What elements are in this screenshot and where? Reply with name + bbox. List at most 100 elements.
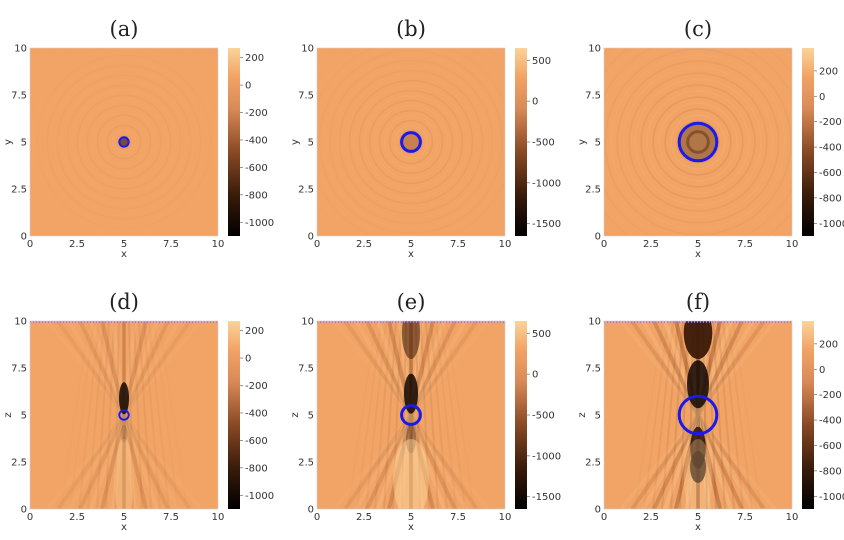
x-tick-label: 5 — [695, 512, 701, 523]
colorbar-tick-label: -1500 — [532, 219, 561, 230]
panel-c: (c) 0 2.5 5 7.5 10 x 0 2.5 5 7.5 10 y 200 0 -200 -400 -60… — [577, 17, 844, 260]
colorbar-tick-label: -1000 — [819, 219, 844, 230]
scatterer-interior — [119, 137, 129, 147]
panel-e: (e) 0 2.5 5 7.5 10 x 0 2.5 5 7.5 10 z 500 0 -500 -1000 -1… — [290, 290, 561, 533]
colorbar-tick-label: -200 — [819, 390, 842, 401]
colorbar-tick-label: 0 — [819, 365, 825, 376]
x-tick-label: 7.5 — [450, 239, 466, 250]
x-tick-label: 0 — [601, 239, 607, 250]
y-axis-label: z — [577, 412, 588, 417]
x-tick-label: 10 — [499, 239, 512, 250]
x-tick-label: 5 — [121, 512, 127, 523]
y-tick-label: 0 — [308, 232, 314, 243]
x-tick-label: 7.5 — [737, 512, 753, 523]
y-tick-label: 10 — [301, 44, 314, 55]
x-axis-label: x — [121, 522, 127, 533]
y-tick-label: 2.5 — [11, 458, 27, 469]
colorbar-tick-label: -200 — [245, 381, 268, 392]
colorbar-tick-label: -1000 — [245, 218, 274, 229]
colorbar — [515, 321, 527, 509]
scatterer-circle — [118, 409, 130, 421]
x-tick-label: 10 — [786, 512, 799, 523]
y-tick-label: 10 — [14, 317, 27, 328]
colorbar-tick-label: -1000 — [245, 491, 274, 502]
panel-d: (d) 0 2.5 5 7.5 10 x 0 2.5 5 7.5 10 z 200 0 -200 -400 -60… — [3, 290, 274, 533]
y-tick-label: 7.5 — [585, 91, 601, 102]
x-axis-label: x — [408, 249, 414, 260]
colorbar-tick-label: 200 — [819, 66, 838, 77]
colorbar-tick-label: -600 — [245, 163, 268, 174]
y-tick-label: 7.5 — [585, 364, 601, 375]
panel-title: (b) — [396, 17, 426, 41]
y-tick-label: 10 — [14, 44, 27, 55]
y-tick-label: 2.5 — [298, 458, 314, 469]
colorbar-tick-label: -800 — [819, 193, 842, 204]
x-tick-label: 10 — [212, 512, 225, 523]
colorbar-tick-label: -400 — [245, 135, 268, 146]
y-tick-label: 0 — [595, 505, 601, 516]
colorbar — [515, 48, 527, 236]
y-tick-label: 5 — [21, 411, 27, 422]
colorbar-tick-label: -400 — [819, 416, 842, 427]
scatterer-circle — [677, 121, 719, 163]
colorbar-tick-label: -1000 — [819, 492, 844, 503]
y-tick-label: 7.5 — [298, 364, 314, 375]
colorbar-tick-label: -800 — [245, 463, 268, 474]
y-tick-label: 2.5 — [585, 458, 601, 469]
x-tick-label: 0 — [27, 512, 33, 523]
x-axis-label: x — [695, 249, 701, 260]
colorbar-tick-label: -600 — [245, 436, 268, 447]
panel-a: (a) 0 2.5 5 7.5 10 x 0 2.5 5 7.5 10 y 200 0 -200 -400 -60… — [3, 17, 274, 260]
y-tick-label: 5 — [21, 138, 27, 149]
panel-title: (d) — [109, 290, 139, 314]
y-tick-label: 5 — [308, 411, 314, 422]
colorbar-tick-label: -500 — [532, 411, 555, 422]
y-axis-label: y — [577, 139, 588, 145]
x-tick-label: 5 — [695, 239, 701, 250]
colorbar-tick-label: -800 — [245, 190, 268, 201]
x-tick-label: 2.5 — [69, 239, 85, 250]
colorbar-tick-label: 0 — [245, 81, 251, 92]
colorbar-tick-label: 0 — [532, 97, 538, 108]
y-tick-label: 5 — [595, 138, 601, 149]
x-axis-label: x — [695, 522, 701, 533]
colorbar-tick-label: -1000 — [532, 451, 561, 462]
panel-b: (b) 0 2.5 5 7.5 10 x 0 2.5 5 7.5 10 y 500 0 -500 -1000 -1… — [290, 17, 561, 260]
x-axis-label: x — [408, 522, 414, 533]
y-tick-label: 7.5 — [298, 91, 314, 102]
x-tick-label: 2.5 — [356, 512, 372, 523]
panel-title: (c) — [684, 17, 712, 41]
panel-title: (f) — [686, 290, 710, 314]
heatmap-field — [30, 321, 218, 509]
y-tick-label: 0 — [308, 505, 314, 516]
x-tick-label: 10 — [786, 239, 799, 250]
x-axis-label: x — [121, 249, 127, 260]
colorbar-tick-label: -500 — [532, 138, 555, 149]
x-tick-label: 7.5 — [450, 512, 466, 523]
x-tick-label: 0 — [601, 512, 607, 523]
colorbar-tick-label: -1000 — [532, 178, 561, 189]
colorbar-tick-label: -200 — [245, 108, 268, 119]
colorbar — [228, 48, 240, 236]
y-tick-label: 10 — [301, 317, 314, 328]
x-tick-label: 10 — [212, 239, 225, 250]
x-tick-label: 7.5 — [163, 512, 179, 523]
colorbar-tick-label: -1500 — [532, 492, 561, 503]
scatterer-interior — [679, 123, 717, 161]
x-tick-label: 5 — [121, 239, 127, 250]
colorbar-tick-label: -400 — [245, 408, 268, 419]
colorbar — [228, 321, 240, 509]
x-tick-label: 2.5 — [356, 239, 372, 250]
x-tick-label: 2.5 — [643, 512, 659, 523]
scatterer-circle — [400, 404, 422, 426]
y-tick-label: 5 — [595, 411, 601, 422]
colorbar-tick-label: 200 — [819, 339, 838, 350]
colorbar-tick-label: 200 — [245, 53, 264, 64]
y-tick-label: 0 — [21, 232, 27, 243]
x-tick-label: 7.5 — [737, 239, 753, 250]
x-tick-label: 0 — [314, 239, 320, 250]
colorbar-tick-label: -400 — [819, 143, 842, 154]
panel-f: (f) 0 2.5 5 7.5 10 x 0 2.5 5 7.5 10 z 200 0 -200 -400 -60… — [577, 290, 844, 533]
x-tick-label: 2.5 — [69, 512, 85, 523]
